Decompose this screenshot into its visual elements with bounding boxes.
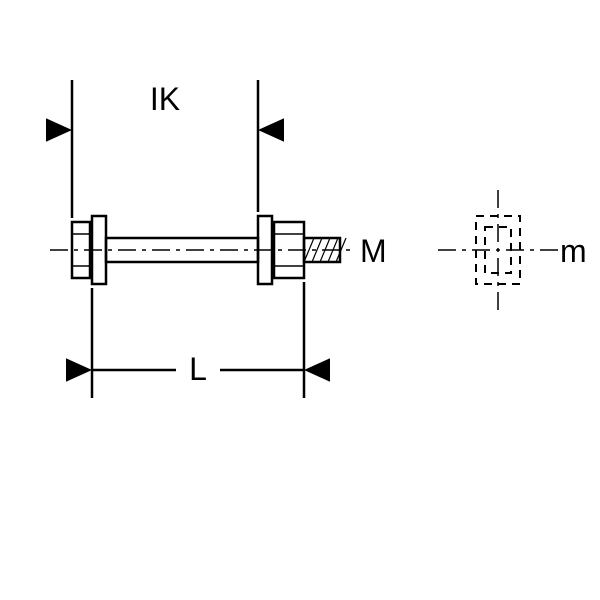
label-IK: IK bbox=[150, 81, 180, 117]
bolt-technical-drawing: IK L Mm bbox=[0, 0, 600, 600]
label-M: M bbox=[360, 233, 387, 269]
label-m: m bbox=[560, 233, 587, 269]
label-L: L bbox=[189, 351, 207, 387]
